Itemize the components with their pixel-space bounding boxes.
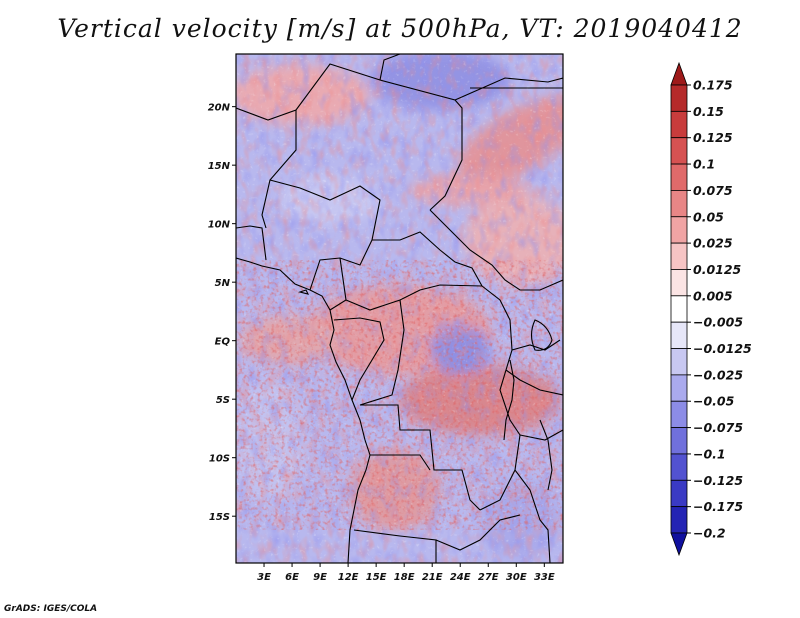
- lon-tick-label: 24E: [450, 572, 471, 583]
- border: [359, 299, 405, 406]
- colorbar-segment: [670, 163, 688, 191]
- colorbar-segment: [670, 84, 688, 112]
- country-borders: [236, 54, 563, 563]
- colorbar-label: −0.175: [693, 499, 743, 514]
- colorbar-segment: [670, 427, 688, 455]
- map-title: Vertical velocity [m/s] at 500hPa, VT: 2…: [57, 14, 743, 43]
- lon-tick-label: 33E: [534, 572, 555, 583]
- colorbar-label: −0.2: [693, 526, 726, 541]
- colorbar-segment: [670, 190, 688, 218]
- colorbar-label: −0.025: [693, 367, 743, 382]
- lake: [503, 359, 515, 441]
- lon-tick-label: 18E: [394, 572, 415, 583]
- colorbar-segment: [670, 532, 688, 557]
- border: [454, 77, 563, 101]
- island: [298, 289, 310, 295]
- latitude-axis: 20N 15N 10N 5N EQ 5S 10S 15S: [208, 103, 236, 523]
- border: [519, 429, 563, 441]
- colorbar-label: 0.005: [693, 288, 733, 303]
- lon-tick-label: 3E: [257, 572, 271, 583]
- colorbar-label: 0.175: [693, 78, 733, 93]
- lat-tick-label: 15N: [208, 161, 231, 172]
- colorbar-label: 0.0125: [693, 262, 742, 277]
- lat-tick-label: 10N: [208, 220, 231, 231]
- colorbar-label: −0.075: [693, 420, 743, 435]
- plot-frame: [235, 53, 564, 564]
- lon-tick-label: 9E: [313, 572, 327, 583]
- colorbar-segment: [670, 348, 688, 376]
- lat-tick-label: 5N: [215, 278, 231, 289]
- lat-tick-label: 10S: [209, 454, 230, 465]
- coastline: [236, 257, 371, 563]
- colorbar-segment: [670, 400, 688, 428]
- border: [269, 179, 381, 241]
- border: [479, 468, 551, 563]
- velocity-field: [236, 54, 563, 563]
- border: [435, 514, 521, 551]
- border: [372, 231, 483, 287]
- longitude-axis: 3E 6E 9E 12E 15E 18E 21E 24E 27E 30E 33E: [257, 563, 555, 583]
- lon-tick-label: 15E: [366, 572, 387, 583]
- colorbar-segment: [670, 374, 688, 402]
- lat-tick-label: 20N: [208, 103, 231, 114]
- colorbar-label: 0.1: [693, 157, 715, 172]
- colorbar-segment: [670, 216, 688, 244]
- lat-tick-label: 5S: [216, 395, 230, 406]
- lat-tick-label: 15S: [209, 512, 230, 523]
- lon-tick-label: 30E: [506, 572, 527, 583]
- colorbar-segment: [670, 479, 688, 508]
- border: [511, 339, 561, 351]
- colorbar-label: −0.1: [693, 446, 726, 461]
- colorbar-segment: [670, 321, 688, 349]
- colorbar-segment: [670, 137, 688, 165]
- colorbar-label: 0.05: [693, 209, 724, 224]
- border: [345, 284, 483, 311]
- lon-tick-label: 6E: [285, 572, 299, 583]
- colorbar-label: −0.0125: [693, 341, 752, 356]
- border: [360, 404, 481, 511]
- lon-tick-label: 21E: [422, 572, 443, 583]
- colorbar-segment: [670, 61, 688, 86]
- border: [429, 209, 563, 291]
- colorbar-label: 0.075: [693, 183, 733, 198]
- lon-tick-label: 12E: [338, 572, 359, 583]
- colorbar-segments: [670, 61, 688, 557]
- colorbar-labels: 0.175 0.15 0.125 0.1 0.075 0.05 0.025 0.0125 0.0…: [687, 78, 752, 541]
- colorbar-label: 0.025: [693, 236, 733, 251]
- colorbar-label: −0.005: [693, 315, 743, 330]
- border: [236, 225, 267, 261]
- border: [236, 63, 463, 211]
- border: [353, 529, 437, 563]
- lake: [530, 319, 553, 351]
- colorbar-segment: [670, 453, 688, 481]
- lake: [539, 419, 553, 491]
- border: [333, 317, 385, 401]
- lat-tick-label: EQ: [215, 337, 231, 348]
- colorbar-segment: [670, 110, 688, 139]
- border: [370, 454, 431, 471]
- colorbar-segment: [670, 295, 688, 323]
- grads-credit: GrADS: IGES/COLA: [4, 604, 98, 614]
- colorbar-label: −0.05: [693, 394, 735, 409]
- colorbar-segment: [670, 269, 688, 297]
- colorbar-label: −0.125: [693, 473, 743, 488]
- border: [379, 54, 401, 81]
- lon-tick-label: 27E: [478, 572, 499, 583]
- colorbar-segment: [670, 506, 688, 534]
- colorbar-label: 0.15: [693, 104, 724, 119]
- colorbar-label: 0.125: [693, 130, 733, 145]
- colorbar-segment: [670, 242, 688, 270]
